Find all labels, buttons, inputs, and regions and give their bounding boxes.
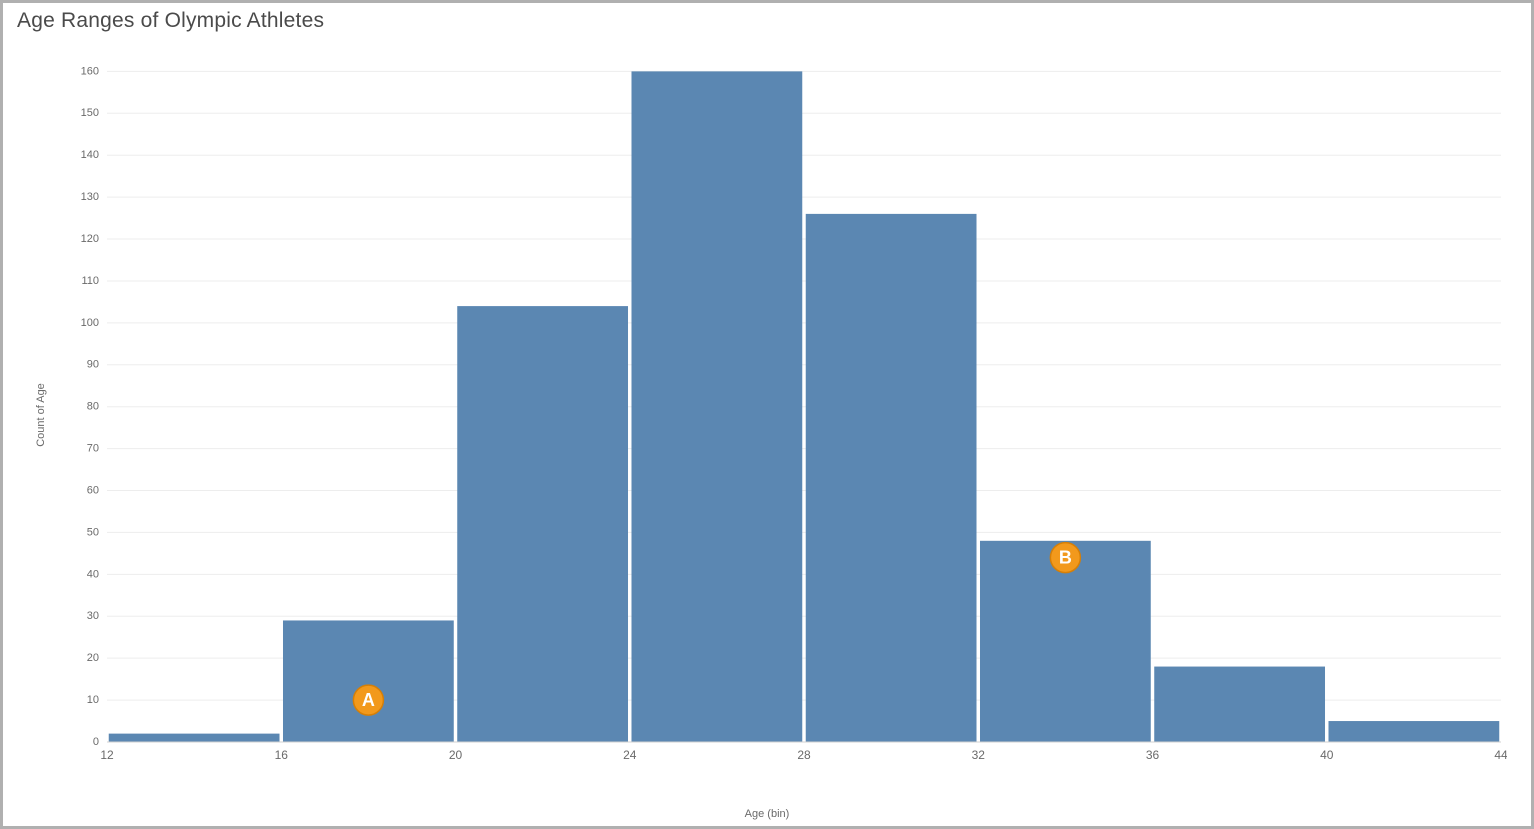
- y-tick-label: 0: [93, 736, 99, 748]
- y-tick-label: 20: [87, 652, 99, 664]
- y-tick-label: 130: [81, 191, 99, 203]
- annotation-label: B: [1059, 548, 1072, 568]
- x-tick-label: 16: [275, 748, 289, 762]
- histogram-bar: [283, 620, 454, 742]
- chart-svg: 0 10 20 30 40 50 60 70 80 90 100 110 120 130 140 150 160…: [73, 59, 1507, 768]
- x-axis-label: Age (bin): [745, 808, 790, 820]
- y-tick-label: 50: [87, 526, 99, 538]
- histogram-bar: [806, 214, 977, 742]
- x-tick-label: 28: [797, 748, 811, 762]
- plot-area: 0 10 20 30 40 50 60 70 80 90 100 110 120 130 140 150 160…: [73, 59, 1507, 768]
- histogram-bar: [631, 71, 802, 742]
- x-tick-label: 44: [1494, 748, 1507, 762]
- x-tick-label: 40: [1320, 748, 1334, 762]
- y-tick-label: 90: [87, 359, 99, 371]
- x-tick-label: 36: [1146, 748, 1160, 762]
- annotation-marker: B: [1050, 543, 1080, 573]
- x-tick-label: 20: [449, 748, 463, 762]
- y-axis-label: Count of Age: [35, 383, 47, 447]
- y-tick-label: 70: [87, 443, 99, 455]
- y-tick-label: 60: [87, 484, 99, 496]
- y-tick-label: 10: [87, 694, 99, 706]
- x-tick-label: 12: [100, 748, 114, 762]
- y-tick-label: 140: [81, 149, 99, 161]
- histogram-bar: [109, 734, 280, 742]
- histogram-bar: [1154, 667, 1325, 742]
- y-tick-label: 120: [81, 233, 99, 245]
- chart-title: Age Ranges of Olympic Athletes: [17, 9, 324, 33]
- y-tick-label: 150: [81, 107, 99, 119]
- y-tick-label: 40: [87, 568, 99, 580]
- histogram-bar: [1328, 721, 1499, 742]
- x-tick-label: 24: [623, 748, 637, 762]
- y-tick-label: 100: [81, 317, 99, 329]
- chart-frame: Age Ranges of Olympic Athletes Count of …: [0, 0, 1534, 829]
- y-tick-label: 110: [81, 275, 99, 287]
- annotation-label: A: [362, 690, 375, 710]
- y-tick-label: 80: [87, 401, 99, 413]
- histogram-bar: [457, 306, 628, 742]
- x-tick-label: 32: [972, 748, 986, 762]
- annotation-marker: A: [353, 685, 383, 715]
- y-tick-label: 160: [81, 65, 99, 77]
- y-tick-label: 30: [87, 610, 99, 622]
